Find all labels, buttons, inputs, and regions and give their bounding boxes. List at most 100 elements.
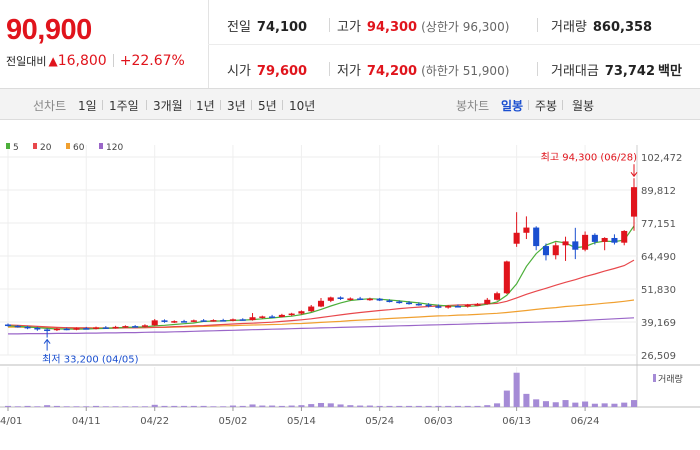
volume-bar xyxy=(229,405,237,407)
candle-body xyxy=(445,306,452,308)
volume-bar xyxy=(376,405,383,407)
tab-5y[interactable]: 5년 xyxy=(258,99,277,113)
y-tick-label: 102,472 xyxy=(641,153,682,164)
candle-body xyxy=(4,324,12,327)
candle xyxy=(435,304,442,309)
candle xyxy=(4,323,12,327)
volume-bar xyxy=(425,405,432,407)
volume-bar xyxy=(24,405,31,407)
x-tick-label: 04/11 xyxy=(72,416,101,427)
line-chart-label: 선차트 xyxy=(33,99,67,113)
candle-body xyxy=(396,301,403,304)
candle-body xyxy=(161,320,168,322)
candle xyxy=(347,297,354,301)
x-tick-label: 06/24 xyxy=(571,416,600,427)
volume-label: 거래량 xyxy=(551,20,587,35)
candle-body xyxy=(190,320,197,322)
candle xyxy=(44,328,51,338)
candle-body xyxy=(630,187,638,217)
candle xyxy=(278,313,285,318)
volume-bar xyxy=(132,406,139,407)
candle-body xyxy=(611,237,618,243)
candle xyxy=(464,303,471,308)
volume-bar xyxy=(386,405,393,407)
candle-body xyxy=(112,326,119,329)
candle-body xyxy=(562,241,569,246)
y-tick-label: 77,151 xyxy=(641,219,676,230)
prev-close-label: 전일 xyxy=(227,20,251,35)
change-divider xyxy=(112,54,114,67)
tab-1d[interactable]: 1일 xyxy=(78,99,97,113)
candle xyxy=(386,299,393,303)
ma120-line xyxy=(8,317,635,335)
candle-body xyxy=(582,234,589,250)
candle-body xyxy=(63,328,70,331)
volume-bar xyxy=(503,390,510,407)
ma20-line xyxy=(7,259,635,329)
candle xyxy=(317,297,325,308)
candle xyxy=(259,315,266,319)
volume-bar xyxy=(533,399,540,407)
candle-body xyxy=(494,293,501,300)
candle xyxy=(239,318,246,321)
candle-body xyxy=(513,232,520,244)
date-axis: 04/01 04/11 04/22 05/02 05/14 05/24 06/03 06/13… xyxy=(0,407,600,427)
candle-body xyxy=(83,328,90,330)
volume-bar xyxy=(494,403,501,407)
volume-bar xyxy=(523,393,530,407)
candle-body xyxy=(415,303,422,306)
volume-bar xyxy=(181,405,188,407)
volume-value: 860,358 xyxy=(592,20,653,35)
tab-1w[interactable]: 1주일 xyxy=(109,99,139,113)
legend-swatch xyxy=(99,143,103,149)
tab-weekly[interactable]: 주봉 xyxy=(535,99,558,113)
candle xyxy=(220,318,227,322)
tab-divider xyxy=(190,100,191,110)
volume-bar xyxy=(249,404,256,407)
tab-divider xyxy=(146,100,147,110)
candle-body xyxy=(229,319,237,321)
y-tick-label: 51,830 xyxy=(641,285,676,296)
candle xyxy=(298,310,305,315)
tab-divider xyxy=(562,100,563,110)
high-value: 94,300 xyxy=(366,20,418,35)
volume-bar xyxy=(572,402,579,407)
candle xyxy=(92,326,100,330)
candles xyxy=(4,178,638,338)
tab-daily[interactable]: 일봉 xyxy=(501,99,524,113)
amount-label: 거래대금 xyxy=(551,64,599,79)
candle xyxy=(171,320,178,323)
volume-bar xyxy=(34,406,41,407)
y-tick-label: 26,509 xyxy=(641,351,676,362)
legend-swatch xyxy=(66,143,70,149)
quote-divider xyxy=(329,62,330,76)
tab-10y[interactable]: 10년 xyxy=(289,99,316,113)
volume-bar xyxy=(630,400,638,407)
volume-legend-swatch xyxy=(653,374,656,382)
ma5-line xyxy=(7,225,635,330)
trade-amount: 거래대금 73,742 백만 xyxy=(551,60,682,80)
volume-bar xyxy=(601,403,608,407)
candle xyxy=(415,302,422,306)
candle-body xyxy=(337,297,344,299)
tab-1y[interactable]: 1년 xyxy=(196,99,215,113)
volume-bar xyxy=(151,404,158,407)
tab-3m[interactable]: 3개월 xyxy=(153,99,183,113)
tab-divider xyxy=(102,100,103,110)
candle-body xyxy=(552,245,559,256)
volume-bar xyxy=(552,402,559,407)
candle-body xyxy=(200,320,207,322)
tab-monthly[interactable]: 월봉 xyxy=(572,99,595,113)
candle-body xyxy=(591,234,598,242)
candle xyxy=(151,319,158,326)
candle xyxy=(269,314,276,319)
quote-divider xyxy=(329,18,330,32)
tab-3y[interactable]: 3년 xyxy=(227,99,246,113)
up-arrow-icon: ▲ xyxy=(48,54,58,68)
y-tick-label: 64,490 xyxy=(641,252,676,263)
volume-bar xyxy=(464,405,471,407)
candle xyxy=(181,319,188,323)
candle xyxy=(405,301,413,305)
candle xyxy=(200,319,207,322)
volume-bar xyxy=(484,405,491,407)
